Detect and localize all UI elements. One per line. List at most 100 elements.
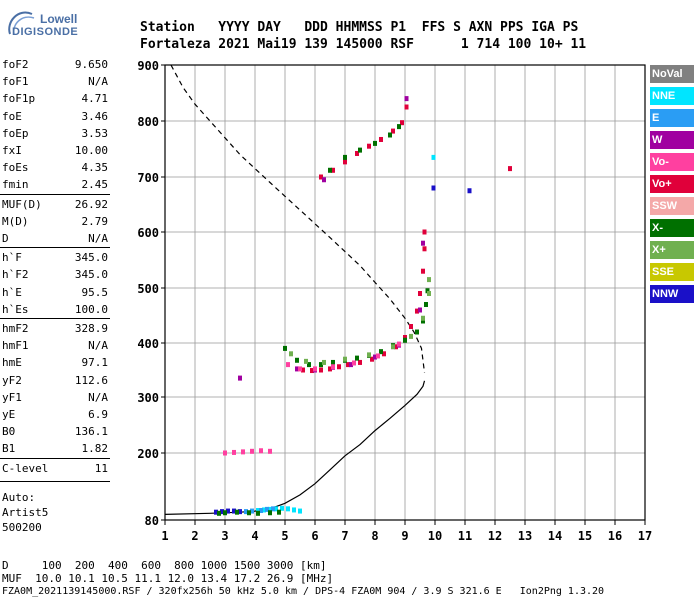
param-row: hmF2 328.9 <box>2 322 108 336</box>
x-tick-label: 2 <box>191 529 198 543</box>
echo-point <box>217 510 221 516</box>
y-tick-label: 700 <box>137 171 159 185</box>
param-row: foF1p 4.71 <box>2 92 108 106</box>
echo-point <box>223 510 227 516</box>
echo-point <box>283 345 287 351</box>
param-row: h`E 95.5 <box>2 286 108 300</box>
param-label: foEs <box>2 161 29 175</box>
param-label: foEp <box>2 126 29 140</box>
echo-point <box>337 364 341 370</box>
param-value: 11 <box>94 461 108 475</box>
param-value: 4.35 <box>81 161 109 175</box>
param-row: MUF(D) 26.92 <box>2 198 108 212</box>
param-value: 6.9 <box>88 408 108 421</box>
echo-point <box>379 136 383 142</box>
echo-point <box>268 506 272 512</box>
y-tick-label: 300 <box>137 391 159 405</box>
profile-line-dashed <box>170 64 426 373</box>
legend-item-x: X- <box>650 219 694 237</box>
param-separator <box>0 193 110 195</box>
echo-point <box>331 364 335 370</box>
param-label: B0 <box>2 425 16 439</box>
echo-point <box>370 356 374 362</box>
param-separator <box>0 457 110 459</box>
param-label: foF2 <box>2 58 29 71</box>
footer-muf-line: MUF 10.0 10.1 10.5 11.1 12.0 13.4 17.2 2… <box>2 572 334 585</box>
param-row: yF1 N/A <box>2 391 108 405</box>
x-tick-label: 1 <box>161 529 168 543</box>
digisonde-logo: Lowell DIGISONDE <box>4 4 104 44</box>
echo-point <box>373 354 377 360</box>
legend-item-sse: SSE <box>650 263 694 281</box>
x-tick-label: 15 <box>578 529 592 543</box>
echo-point <box>304 358 308 364</box>
logo-text-lowell: Lowell <box>40 12 78 26</box>
param-value: 26.92 <box>74 197 108 211</box>
param-label: hmF1 <box>2 339 29 353</box>
echo-point <box>286 362 290 368</box>
profile-line-solid <box>164 380 426 515</box>
param-value: 2.79 <box>81 214 109 228</box>
x-tick-label: 6 <box>311 529 318 543</box>
echo-point <box>467 188 472 194</box>
header-labels: Station YYYY DAY DDD HHMMSS P1 FFS S AXN… <box>140 20 579 35</box>
echo-point <box>295 366 299 372</box>
echo-point <box>241 449 245 455</box>
legend-item-vo: Vo+ <box>650 175 694 193</box>
param-row: h`F 345.0 <box>2 251 108 265</box>
echo-point <box>298 366 302 372</box>
echo-point <box>286 506 290 512</box>
y-tick-label: 600 <box>137 226 159 240</box>
echo-point <box>274 506 278 512</box>
x-tick-label: 12 <box>488 529 502 543</box>
x-tick-label: 3 <box>221 529 228 543</box>
param-separator <box>0 480 110 482</box>
param-value: N/A <box>88 390 108 404</box>
y-tick-label: 900 <box>137 59 159 73</box>
echo-point <box>355 355 359 361</box>
echo-point <box>431 154 436 160</box>
echo-point <box>421 268 425 274</box>
echo-point <box>343 159 347 165</box>
echo-point <box>268 510 272 516</box>
y-tick-label: 800 <box>137 115 159 129</box>
y-tick-label: 400 <box>137 337 159 351</box>
echo-point <box>391 344 395 350</box>
param-row: fmin 2.45 <box>2 178 108 192</box>
echo-point <box>271 506 275 512</box>
echo-point <box>331 167 335 173</box>
echo-point <box>421 318 425 324</box>
echo-point <box>319 174 323 180</box>
param-value: 10.00 <box>74 144 108 157</box>
echo-point <box>256 508 260 514</box>
param-label: M(D) <box>2 214 29 228</box>
echo-point <box>421 315 425 321</box>
echo-point <box>265 506 269 512</box>
x-tick-label: 10 <box>428 529 442 543</box>
param-value: N/A <box>88 339 108 353</box>
header-values: Fortaleza 2021 Mai19 139 145000 RSF 1 71… <box>140 37 587 52</box>
param-value: 9.650 <box>74 58 108 71</box>
echo-point <box>319 367 323 373</box>
param-row: foEp 3.53 <box>2 127 108 141</box>
echo-point <box>289 351 293 357</box>
echo-point <box>358 147 362 153</box>
echo-point <box>391 128 395 134</box>
param-row: M(D) 2.79 <box>2 215 108 229</box>
param-value: N/A <box>88 75 108 89</box>
x-tick-label: 9 <box>401 529 408 543</box>
echo-point <box>343 356 347 362</box>
param-value: N/A <box>88 232 108 245</box>
echo-point <box>424 302 428 307</box>
param-label: h`F <box>2 251 22 265</box>
echo-point <box>232 449 236 455</box>
echo-point <box>238 375 242 381</box>
param-label: yE <box>2 408 16 421</box>
echo-point <box>346 362 350 368</box>
echo-point <box>322 177 326 183</box>
param-row: yE 6.9 <box>2 408 108 422</box>
legend-item-vo: Vo- <box>650 153 694 171</box>
param-row: hmF1 N/A <box>2 339 108 353</box>
echo-point <box>382 351 386 357</box>
param-row: C-level 11 <box>2 462 108 476</box>
